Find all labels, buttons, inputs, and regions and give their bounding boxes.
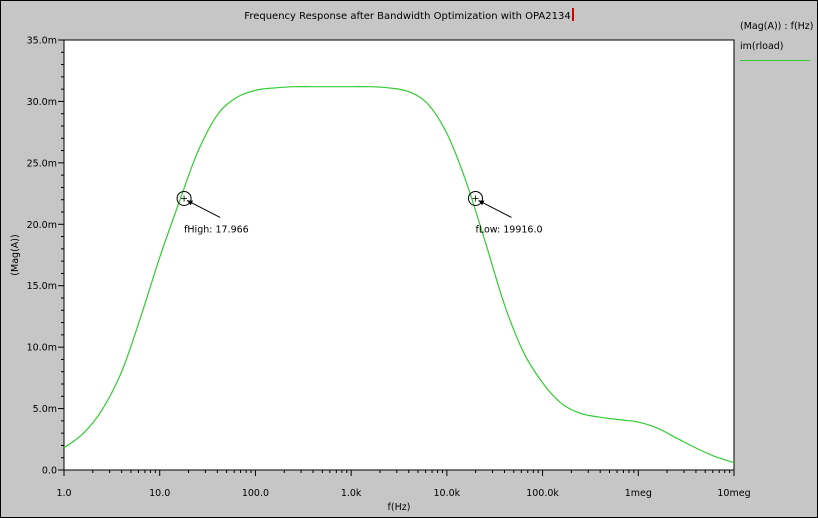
x-tick-label: 1.0: [56, 488, 71, 499]
legend-title: (Mag(A)) : f(Hz): [740, 21, 814, 32]
y-axis-title: (Mag(A)): [10, 234, 21, 275]
y-tick-label: 20.0m: [27, 220, 57, 231]
annotation-arrow-shaft: [186, 200, 221, 218]
y-tick-label: 30.0m: [27, 97, 57, 108]
annotation-arrowhead: [187, 200, 194, 206]
x-tick-label: 1.0k: [341, 488, 362, 499]
y-tick-label: 0.0: [42, 466, 57, 477]
y-tick-label: 25.0m: [27, 158, 57, 169]
series-line-im-rload[interactable]: [63, 85, 735, 464]
annotation-arrow-shaft: [478, 200, 512, 218]
y-tick-label: 15.0m: [27, 281, 57, 292]
legend-series-swatch: [740, 60, 810, 61]
y-tick-label: 10.0m: [27, 343, 57, 354]
chart-title: Frequency Response after Bandwidth Optim…: [244, 11, 571, 22]
annotation-label: fHigh: 17.966: [184, 224, 249, 235]
x-tick-label: 10meg: [717, 488, 750, 499]
x-axis-title: f(Hz): [388, 502, 411, 513]
x-tick-label: 100.0k: [526, 488, 559, 499]
y-tick-label: 5.0m: [33, 404, 57, 415]
plot-area: [63, 39, 735, 471]
legend-series-label[interactable]: im(rload): [740, 41, 784, 52]
x-tick-label: 10.0k: [434, 488, 461, 499]
x-tick-label: 100.0: [242, 488, 269, 499]
annotation-label: fLow: 19916.0: [475, 224, 542, 235]
chart-title-container: Frequency Response after Bandwidth Optim…: [0, 8, 818, 22]
y-tick-label: 35.0m: [27, 36, 57, 47]
annotation-marker[interactable]: [467, 190, 483, 206]
text-cursor: [571, 8, 574, 21]
annotation-marker[interactable]: [176, 190, 192, 206]
x-tick-label: 10.0: [149, 488, 170, 499]
annotation-arrowhead: [478, 200, 485, 206]
x-tick-label: 1meg: [625, 488, 652, 499]
